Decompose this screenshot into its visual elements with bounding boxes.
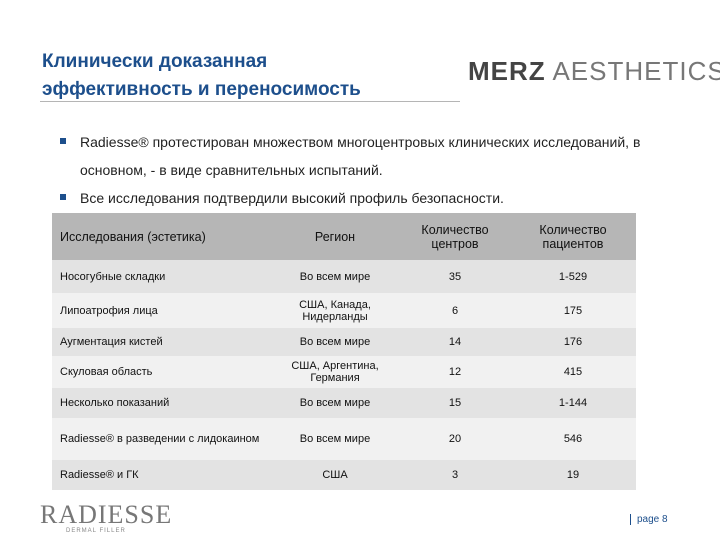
table-cell: Radiesse® в разведении с лидокаином — [52, 418, 270, 460]
table-cell: США — [270, 460, 400, 490]
table-cell: 20 — [400, 418, 510, 460]
table-cell: Липоатрофия лица — [52, 293, 270, 328]
header-row: Исследования (эстетика) Регион Количество … — [52, 213, 636, 260]
table-row: Носогубные складки Во всем мире 35 1-529 — [52, 260, 636, 293]
table-row: Скуловая область США, Аргентина, Германия… — [52, 356, 636, 388]
table-cell: 1-529 — [510, 260, 636, 293]
table-cell: Скуловая область — [52, 356, 270, 388]
table-cell: 1-144 — [510, 388, 636, 418]
table-cell: 15 — [400, 388, 510, 418]
merz-logo: MERZ AESTHETICS — [468, 56, 720, 87]
logo-bold: MERZ — [468, 56, 546, 86]
table-row: Несколько показаний Во всем мире 15 1-144 — [52, 388, 636, 418]
table-row: Radiesse® в разведении с лидокаином Во вс… — [52, 418, 636, 460]
table-cell: 19 — [510, 460, 636, 490]
table-cell: 6 — [400, 293, 510, 328]
table-row: Аугментация кистей Во всем мире 14 176 — [52, 328, 636, 356]
column-header: Количество центров — [400, 213, 510, 260]
studies-table: Исследования (эстетика) Регион Количество … — [52, 213, 636, 490]
table-cell: Во всем мире — [270, 260, 400, 293]
brand-logo: RADIESSE — [40, 500, 173, 529]
table-cell: Аугментация кистей — [52, 328, 270, 356]
bullet-list: Radiesse® протестирован множеством много… — [60, 128, 660, 212]
brand-subtitle: DERMAL FILLER — [66, 528, 126, 534]
table-cell: Во всем мире — [270, 418, 400, 460]
table-body: Носогубные складки Во всем мире 35 1-529 Лип… — [52, 260, 636, 490]
title-rule — [40, 101, 460, 102]
table-cell: 415 — [510, 356, 636, 388]
table-cell: 175 — [510, 293, 636, 328]
column-header: Регион — [270, 213, 400, 260]
column-header: Исследования (эстетика) — [52, 213, 270, 260]
table-cell: США, Аргентина, Германия — [270, 356, 400, 388]
table-cell: 35 — [400, 260, 510, 293]
table-cell: 546 — [510, 418, 636, 460]
bullet: Все исследования подтвердили высокий про… — [60, 184, 660, 212]
table-cell: Во всем мире — [270, 388, 400, 418]
table-cell: 14 — [400, 328, 510, 356]
table-cell: Несколько показаний — [52, 388, 270, 418]
table-cell: Носогубные складки — [52, 260, 270, 293]
table-cell: 176 — [510, 328, 636, 356]
title-line: Клинически доказанная — [42, 51, 268, 72]
table-cell: Radiesse® и ГК — [52, 460, 270, 490]
table-row: Липоатрофия лица США, Канада, Нидерланды 6… — [52, 293, 636, 328]
column-header: Количество пациентов — [510, 213, 636, 260]
title-line: эффективность и переносимость — [42, 79, 361, 100]
table-cell: 3 — [400, 460, 510, 490]
table-row: Radiesse® и ГК США 3 19 — [52, 460, 636, 490]
table-cell: 12 — [400, 356, 510, 388]
bullet: Radiesse® протестирован множеством много… — [60, 128, 660, 184]
logo-light: AESTHETICS — [552, 56, 720, 86]
table-cell: США, Канада, Нидерланды — [270, 293, 400, 328]
title: Клинически доказанная эффективность и пе… — [42, 48, 361, 104]
table-cell: Во всем мире — [270, 328, 400, 356]
page-number: page 8 — [630, 514, 668, 525]
